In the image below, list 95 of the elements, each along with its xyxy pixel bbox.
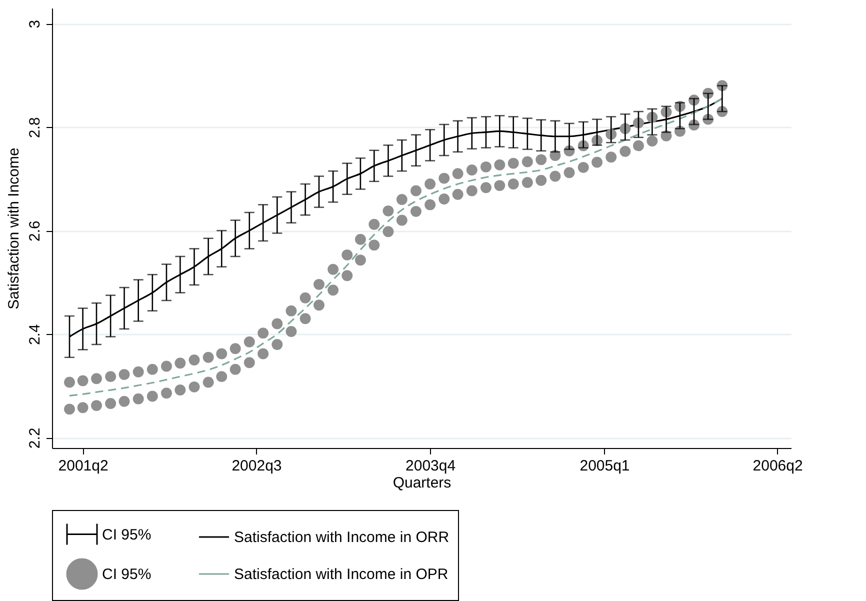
point [118, 369, 130, 380]
point [508, 178, 519, 190]
point [77, 402, 88, 414]
point [91, 373, 102, 384]
x-axis-title: Quarters [392, 474, 452, 492]
x-tick-label: 2005q1 [580, 458, 630, 474]
point [480, 161, 492, 172]
point [105, 398, 116, 409]
legend-label: CI 95% [102, 566, 152, 583]
legend-label: Satisfaction with Income in ORR [234, 529, 450, 546]
point [396, 194, 408, 205]
y-axis-title: Satisfaction with Income [6, 148, 22, 310]
point [466, 164, 478, 176]
x-tick-label: 2003q4 [406, 458, 456, 474]
point [536, 174, 547, 186]
point [564, 167, 575, 178]
point [105, 371, 116, 382]
point [646, 136, 658, 146]
point [342, 249, 353, 260]
point [300, 292, 311, 304]
point [424, 178, 436, 190]
point [410, 185, 422, 196]
point [202, 352, 214, 363]
point [202, 376, 214, 388]
point [368, 218, 380, 230]
point [230, 364, 241, 375]
point [188, 381, 200, 392]
point [230, 343, 241, 354]
point [132, 366, 144, 378]
point [286, 305, 297, 316]
point [64, 376, 75, 388]
point [480, 182, 492, 194]
point [522, 156, 533, 168]
point [452, 168, 464, 180]
point [272, 318, 283, 330]
y-tick-label: 2.2 [26, 428, 44, 449]
point [424, 199, 436, 210]
point [508, 158, 519, 169]
x-tick-label: 2006q2 [752, 458, 803, 474]
point [410, 206, 422, 217]
point [161, 388, 172, 399]
point [592, 156, 603, 168]
point [314, 278, 324, 290]
point [606, 152, 617, 163]
point [494, 180, 506, 192]
point [522, 176, 533, 188]
point [438, 172, 450, 184]
point [452, 188, 464, 200]
point [216, 371, 228, 382]
point [161, 360, 172, 372]
point [314, 300, 324, 311]
point [272, 339, 283, 350]
point [77, 375, 88, 386]
x-tick-label: 2002q3 [232, 458, 282, 474]
y-tick-label: 2.8 [26, 117, 44, 138]
point [146, 390, 158, 402]
point [633, 140, 644, 152]
point [550, 170, 561, 182]
point [258, 348, 269, 360]
point [494, 159, 506, 170]
point [328, 284, 339, 296]
point [578, 162, 589, 173]
point [174, 384, 186, 396]
point [300, 313, 311, 324]
point [342, 270, 353, 282]
point [438, 194, 450, 204]
point [146, 364, 158, 375]
point [466, 185, 478, 196]
point [368, 240, 380, 251]
line-series [68, 98, 723, 397]
point [382, 226, 394, 238]
y-tick-label: 2.4 [26, 324, 44, 346]
point [258, 328, 269, 339]
point [354, 234, 366, 245]
y-tick-label: 2.6 [26, 220, 44, 242]
point [132, 393, 144, 404]
point [91, 400, 102, 412]
text: CI 95% [102, 526, 152, 544]
point [244, 357, 255, 368]
point [620, 146, 631, 157]
point [64, 404, 75, 415]
point [382, 205, 394, 216]
legend-label: Satisfaction with Income in OPR [234, 566, 448, 583]
point [174, 358, 186, 369]
point [536, 154, 547, 166]
point [354, 254, 366, 266]
x-tick-label: 2001q2 [58, 458, 108, 474]
point [396, 214, 408, 226]
point [118, 396, 130, 407]
point [244, 336, 255, 348]
point [188, 354, 200, 366]
point [328, 264, 339, 275]
point [286, 326, 297, 337]
y-tick-label: 3 [26, 20, 44, 28]
point [216, 348, 228, 360]
